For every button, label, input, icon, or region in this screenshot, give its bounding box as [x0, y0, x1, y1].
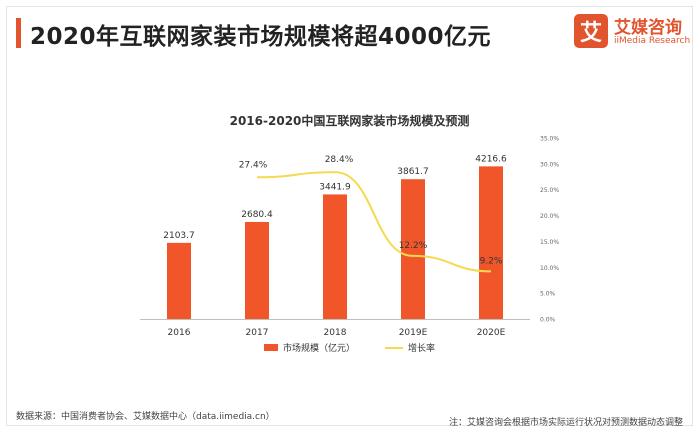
- right-axis-tick-label: 15.0%: [540, 239, 559, 246]
- bar-market-size-2016: [167, 242, 191, 319]
- bar-market-size-2018: [323, 194, 347, 319]
- title-accent-bar: [16, 18, 21, 48]
- logo-english-name: iiMedia Research: [614, 36, 691, 46]
- right-axis-tick-label: 25.0%: [540, 187, 559, 194]
- x-axis-category-label: 2019E: [399, 328, 428, 338]
- x-axis-category-label: 2020E: [477, 328, 506, 338]
- chart-legend: 市场规模（亿元） 增长率: [0, 341, 699, 354]
- bar-market-size-2017: [245, 221, 269, 319]
- right-axis-tick-label: 30.0%: [540, 161, 559, 168]
- growth-rate-data-label: 12.2%: [399, 241, 428, 251]
- footnote: 注：艾媒咨询会根据市场实际运行状况对预测数据动态调整: [448, 418, 683, 428]
- bar-data-label: 3441.9: [319, 182, 351, 192]
- legend-item-growth-rate: 增长率: [385, 341, 435, 354]
- logo-mark-icon: 艾: [574, 14, 608, 48]
- right-axis-tick-label: 35.0%: [540, 136, 559, 143]
- legend-label-market-size: 市场规模（亿元）: [282, 344, 355, 354]
- data-source: 数据来源：中国消费者协会、艾媒数据中心（data.iimedia.cn）: [16, 412, 275, 422]
- x-axis-category-label: 2018: [324, 328, 347, 338]
- growth-rate-data-label: 27.4%: [239, 160, 268, 170]
- right-axis-tick-label: 5.0%: [540, 291, 556, 298]
- bar-market-size-2019E: [401, 179, 425, 319]
- legend-item-market-size: 市场规模（亿元）: [263, 341, 355, 354]
- slide-frame: [6, 6, 693, 426]
- legend-bar-swatch: [263, 344, 278, 351]
- logo-name: 艾媒咨询: [614, 18, 682, 38]
- right-axis-tick-label: 0.0%: [540, 317, 556, 324]
- right-axis-tick-label: 10.0%: [540, 265, 559, 272]
- legend-label-growth-rate: 增长率: [408, 344, 436, 354]
- bar-market-size-2020E: [479, 166, 503, 319]
- x-axis-category-label: 2016: [168, 328, 191, 338]
- x-axis-category-label: 2017: [246, 328, 269, 338]
- growth-rate-data-label: 28.4%: [325, 155, 354, 165]
- bar-data-label: 4216.6: [475, 154, 507, 164]
- right-axis-tick-label: 20.0%: [540, 213, 559, 220]
- chart-title: 2016-2020中国互联网家装市场规模及预测: [229, 114, 470, 128]
- page-title: 2020年互联网家装市场规模将超4000亿元: [30, 24, 492, 50]
- bar-data-label: 3861.7: [397, 167, 429, 177]
- bar-data-label: 2680.4: [241, 210, 273, 220]
- growth-rate-line: [256, 171, 492, 273]
- bar-data-label: 2103.7: [163, 231, 195, 241]
- legend-line-swatch: [385, 346, 403, 349]
- brand-logo: 艾 艾媒咨询 iiMedia Research: [574, 12, 692, 52]
- growth-rate-data-label: 9.2%: [480, 256, 503, 266]
